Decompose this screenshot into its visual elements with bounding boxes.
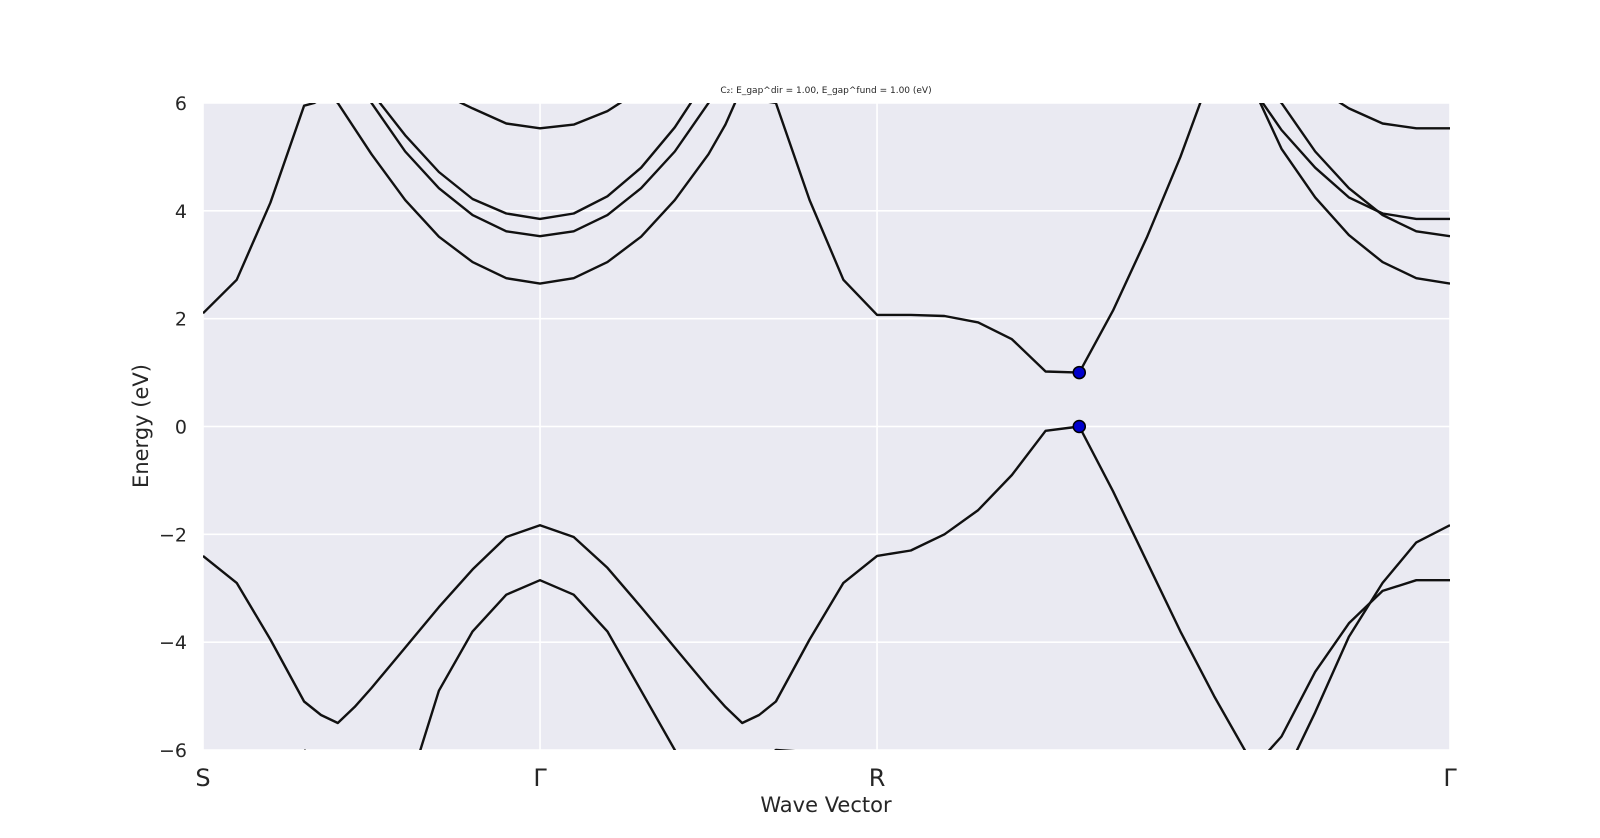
band-line [203, 425, 1450, 750]
y-tick-labels: −6 −4 −2 0 2 4 6 [159, 93, 187, 762]
y-axis-label: Energy (eV) [129, 364, 153, 488]
chart-title: C₂: E_gap^dir = 1.00, E_gap^fund = 1.00 … [720, 86, 931, 96]
y-tick-label: 6 [175, 93, 187, 115]
band-line [304, 579, 1450, 750]
y-tick-label: 2 [175, 309, 187, 331]
x-axis-label: Wave Vector [760, 793, 892, 817]
band-edge-marker [1072, 419, 1087, 434]
band-edge-marker [1072, 365, 1087, 380]
k-point-label: Γ [533, 764, 547, 792]
grid-lines [202, 102, 1451, 751]
k-point-label: R [869, 764, 886, 792]
k-point-label: S [195, 764, 210, 792]
band-line [378, 103, 1450, 221]
y-tick-label: 4 [175, 201, 187, 223]
y-tick-label: −4 [159, 632, 187, 654]
y-tick-label: 0 [175, 417, 187, 439]
band-line [458, 103, 1450, 130]
y-tick-label: −6 [159, 740, 187, 762]
band-line [370, 103, 1450, 238]
gap-markers [1072, 365, 1087, 434]
y-tick-label: −2 [159, 524, 187, 546]
band-lines [203, 103, 1450, 750]
k-point-label: Γ [1443, 764, 1457, 792]
band-line [203, 103, 1450, 374]
